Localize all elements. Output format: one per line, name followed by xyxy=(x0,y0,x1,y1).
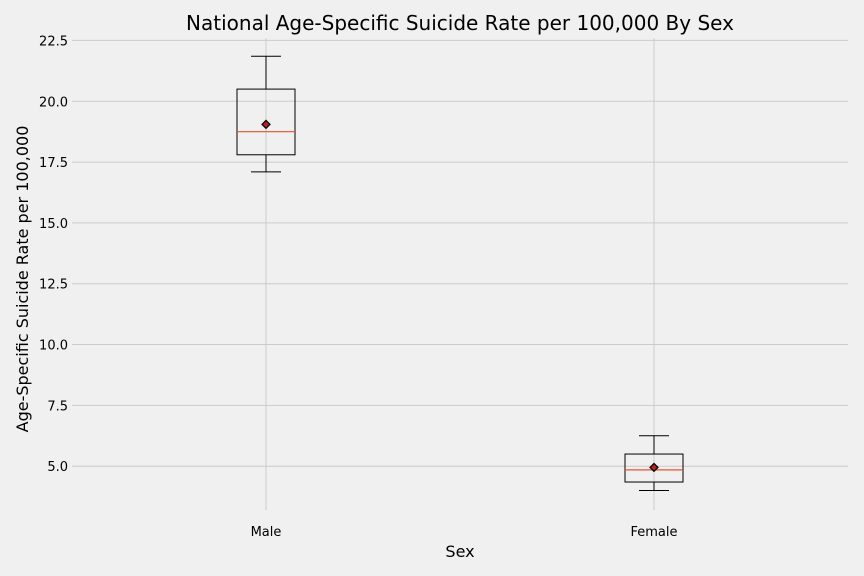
x-tick-label: Male xyxy=(251,525,282,540)
y-tick-label: 10.0 xyxy=(39,339,68,354)
mean-marker xyxy=(649,462,659,473)
y-tick-label: 5.0 xyxy=(47,460,68,475)
boxes xyxy=(236,55,684,492)
y-tick-label: 7.5 xyxy=(47,399,68,414)
box-iqr xyxy=(236,88,296,156)
y-tick-label: 12.5 xyxy=(39,278,68,293)
mean-marker xyxy=(261,119,271,130)
y-tick-label: 17.5 xyxy=(39,156,68,171)
x-axis-label: Sex xyxy=(445,542,474,561)
tick-labels: 5.0 7.5 10.0 12.5 15.0 17.5 20.0 22.5 Male Female xyxy=(39,34,677,540)
y-axis-label: Age-Specific Suicide Rate per 100,000 xyxy=(13,126,32,433)
y-tick-label: 15.0 xyxy=(39,217,68,232)
y-tick-label: 22.5 xyxy=(39,34,68,49)
grid xyxy=(72,38,848,510)
x-tick-label: Female xyxy=(630,525,677,540)
y-tick-label: 20.0 xyxy=(39,95,68,110)
box-iqr xyxy=(624,453,684,483)
chart-title: National Age-Specific Suicide Rate per 1… xyxy=(186,11,734,35)
